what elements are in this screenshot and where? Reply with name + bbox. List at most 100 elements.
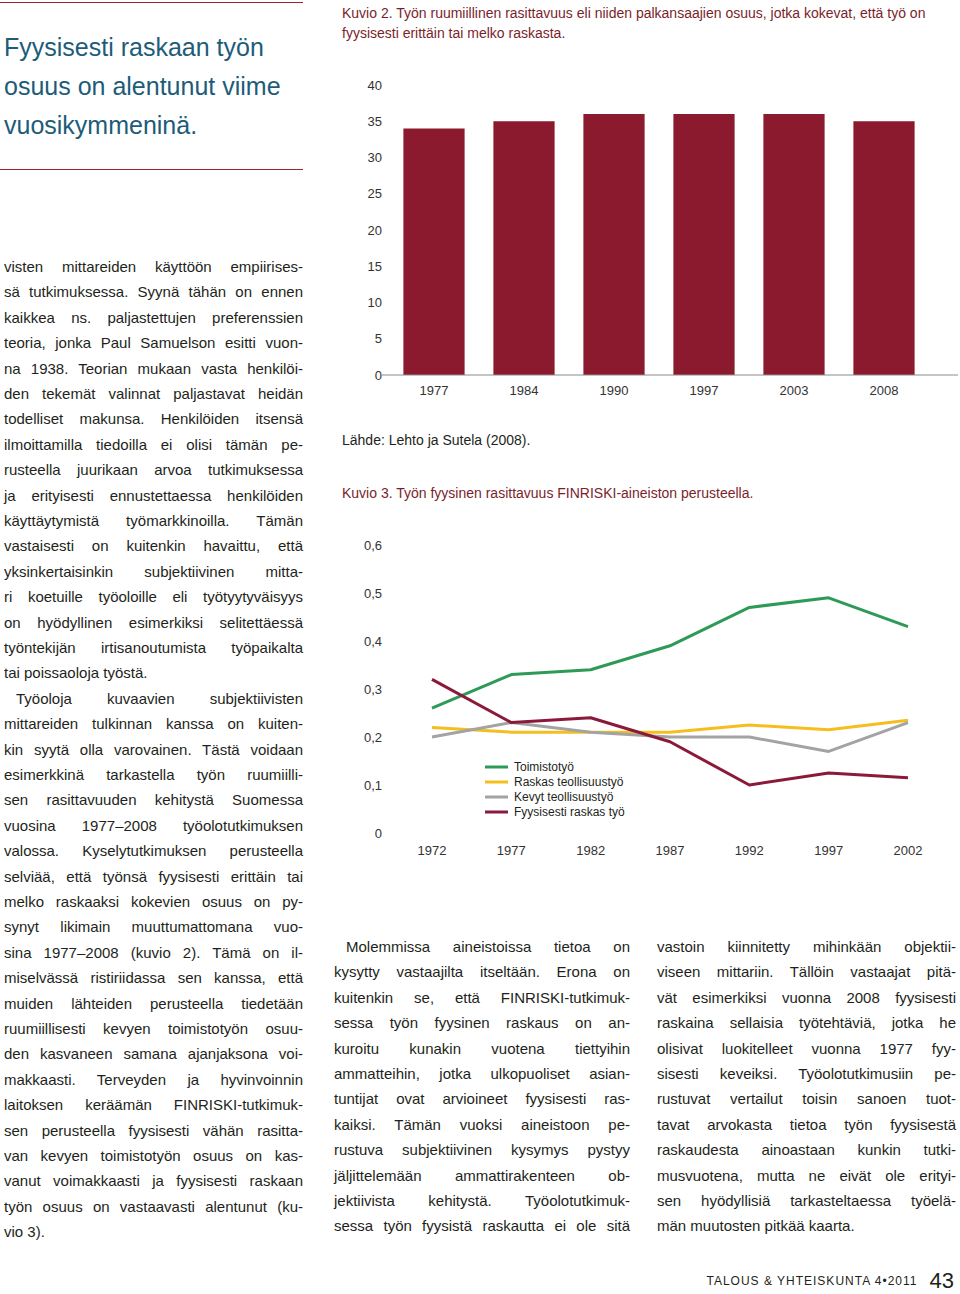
- x-axis: [382, 375, 958, 376]
- title-line: vuosikymmeninä.: [4, 106, 197, 145]
- body-line: teoria, jonka Paul Samuelson esitti vuon…: [4, 330, 303, 355]
- body-line: kuitenkin se, että FINRISKI-tutkimuk-: [334, 985, 630, 1010]
- x-tick-label: 1997: [690, 383, 719, 398]
- y-tick-label: 0,6: [364, 538, 382, 553]
- y-tick-label: 15: [368, 259, 382, 274]
- caption: Kuvio 3. Työn fyysinen rasittavuus FINRI…: [342, 483, 956, 503]
- body-line: raskaina sellaisia työtehtäviä, jotka he: [657, 1010, 956, 1035]
- body-text: na 1938. Teorian mukaan vasta henkilöi-: [4, 356, 303, 381]
- body-line: melko raskaaksi kokevien osuus on py-: [4, 889, 303, 914]
- body-text: ilmoittamilla tiedoilla ei olisi tämän p…: [4, 432, 303, 457]
- body-text: laitoksen keräämän FINRISKI-tutkimuk-: [4, 1092, 303, 1117]
- y-tick-label: 0,5: [364, 586, 382, 601]
- source: Lähde: Lehto ja Sutela (2008).: [342, 432, 530, 448]
- body-text: jäljittelemään ammattirakenteen ob-: [334, 1163, 630, 1188]
- body-line: vät esimerkiksi vuonna 2008 fyysisesti: [657, 985, 956, 1010]
- body-line: miselvässä ristiriidassa sen kanssa, ett…: [4, 965, 303, 990]
- body-line: yksinkertaisinkin subjektiivinen mitta-: [4, 559, 303, 584]
- body-text: kuroitu kunakin vuotena tiettyihin: [334, 1036, 630, 1061]
- plot-area: [403, 114, 914, 375]
- body-text: raskaudesta ainoastaan kunkin tutki-: [657, 1137, 956, 1162]
- body-text: synyt likimain muuttumattomana vuo-: [4, 914, 303, 939]
- body-line: sen hyödyllisiä tarkasteltaessa työelä-: [657, 1188, 956, 1213]
- y-tick-label: 0,1: [364, 778, 382, 793]
- body-text: olisivat luokitelleet vuonna 1977 fyy-: [657, 1036, 956, 1061]
- body-line: den kasvaneen samana ajanjaksona voi-: [4, 1041, 303, 1066]
- body-text: tuntijat ovat arvioineet fyysisesti ras-: [334, 1086, 630, 1111]
- body-line: on hyödyllinen esimerkiksi selitettäessä: [4, 610, 303, 635]
- body-line: vastoin kiinnitetty mihinkään objektii-: [657, 934, 956, 959]
- body-line: sen perusteella fyysisesti vähän rasitta…: [4, 1118, 303, 1143]
- body-line: ammatteihin, jotka ulkopuoliset asian-: [334, 1061, 630, 1086]
- body-text: den tekemät valinnat paljastavat heidän: [4, 381, 303, 406]
- y-tick-label: 0: [375, 826, 382, 841]
- body-text: teoria, jonka Paul Samuelson esitti vuon…: [4, 330, 303, 355]
- body-line: vastaisesti on kuitenkin havaittu, että: [4, 533, 303, 558]
- body-line: Molemmissa aineistoissa tietoa on: [346, 934, 630, 959]
- rule: [0, 2, 303, 3]
- body-text: ri koetuille työoloille eli työtyytyväis…: [4, 584, 303, 609]
- legend-swatch: [485, 796, 508, 799]
- body-text: selviää, että työnsä fyysisesti erittäin…: [4, 864, 303, 889]
- body-line: makkaasti. Terveyden ja hyvinvoinnin: [4, 1067, 303, 1092]
- y-tick-label: 0,4: [364, 634, 382, 649]
- y-tick-label: 0,3: [364, 682, 382, 697]
- body-text: todelliset makunsa. Henkilöiden itsensä: [4, 406, 303, 431]
- body-line: sessa työn fyysistä raskautta ei ole sit…: [334, 1213, 630, 1238]
- body-line: selviää, että työnsä fyysisesti erittäin…: [4, 864, 303, 889]
- body-text: on hyödyllinen esimerkiksi selitettäessä: [4, 610, 303, 635]
- line: [432, 679, 908, 785]
- body-line: na 1938. Teorian mukaan vasta henkilöi-: [4, 356, 303, 381]
- y-tick-label: 40: [368, 78, 382, 93]
- body-text: tai poissaoloja työstä.: [4, 660, 147, 685]
- body-text: sä tutkimuksessa. Syynä tähän on ennen: [4, 279, 303, 304]
- body-text: sen hyödyllisiä tarkasteltaessa työelä-: [657, 1188, 956, 1213]
- legend-label: Raskas teollisuustyö: [514, 775, 624, 789]
- body-text: kaikkea ns. paljastettujen preferenssien: [4, 305, 303, 330]
- y-tick-label: 30: [368, 150, 382, 165]
- body-text: valossa. Kyselytutkimuksen perusteella: [4, 838, 303, 863]
- body-text: ammatteihin, jotka ulkopuoliset asian-: [334, 1061, 630, 1086]
- body-line: mittareiden tulkinnan kanssa on kuiten-: [4, 711, 303, 736]
- body-text: makkaasti. Terveyden ja hyvinvoinnin: [4, 1067, 303, 1092]
- body-text: kaiksi. Tämän vuoksi aineistoon pe-: [334, 1112, 630, 1137]
- body-text: ruumiillisesti kevyen toimistotyön osuu-: [4, 1016, 303, 1041]
- x-tick-label: 1977: [497, 843, 526, 858]
- body-line: kaiksi. Tämän vuoksi aineistoon pe-: [334, 1112, 630, 1137]
- body-text: muiden lähteiden perusteella tiedetään: [4, 991, 303, 1016]
- bar: [673, 114, 734, 375]
- y-tick-label: 25: [368, 186, 382, 201]
- footer: TALOUS & YHTEISKUNTA 4•201143: [706, 1268, 954, 1294]
- bar: [583, 114, 644, 375]
- body-text: yksinkertaisinkin subjektiivinen mitta-: [4, 559, 303, 584]
- x-tick-label: 1987: [656, 843, 685, 858]
- body-line: olisivat luokitelleet vuonna 1977 fyy-: [657, 1036, 956, 1061]
- body-line: tuntijat ovat arvioineet fyysisesti ras-: [334, 1086, 630, 1111]
- body-line: työntekijän irtisanoutumista työpaikalta: [4, 635, 303, 660]
- legend-label: Kevyt teollisuustyö: [514, 790, 614, 804]
- body-line: kysytty vastaajilta itseltään. Erona on: [334, 959, 630, 984]
- x-tick-label: 1977: [420, 383, 449, 398]
- body-text: ja erityisesti ennustettaessa henkilöide…: [4, 483, 303, 508]
- body-text: melko raskaaksi kokevien osuus on py-: [4, 889, 303, 914]
- body-line: tavat arvokasta tietoa työn fyysisestä: [657, 1112, 956, 1137]
- legend-swatch: [485, 766, 508, 769]
- body-text: van kevyen toimistotyön osuus on kas-: [4, 1143, 303, 1168]
- body-text: vastaisesti on kuitenkin havaittu, että: [4, 533, 303, 558]
- page-number: 43: [930, 1268, 954, 1293]
- body-text: miselvässä ristiriidassa sen kanssa, ett…: [4, 965, 303, 990]
- body-line: ri koetuille työoloille eli työtyytyväis…: [4, 584, 303, 609]
- bar: [403, 129, 464, 376]
- bar: [763, 114, 824, 375]
- body-text: viseen mittariin. Tällöin vastaajat pitä…: [657, 959, 956, 984]
- chart: 0510152025303540197719841990199720032008…: [342, 78, 958, 449]
- body-line: esimerkkinä tarkastella työn ruumiilli-: [4, 762, 303, 787]
- body-text: rustuva subjektiivinen kysymys pystyy: [334, 1137, 630, 1162]
- body-line: sina 1977–2008 (kuvio 2). Tämä on il-: [4, 940, 303, 965]
- body-text: mittareiden tulkinnan kanssa on kuiten-: [4, 711, 303, 736]
- body-text: työntekijän irtisanoutumista työpaikalta: [4, 635, 303, 660]
- body-text: män muutosten pitkää kaarta.: [657, 1213, 855, 1238]
- page: Fyysisesti raskaan työnosuus on alentunu…: [0, 0, 960, 1294]
- chart: 00,10,20,30,40,50,6197219771982198719921…: [364, 538, 923, 859]
- body-line: män muutosten pitkää kaarta.: [657, 1213, 855, 1238]
